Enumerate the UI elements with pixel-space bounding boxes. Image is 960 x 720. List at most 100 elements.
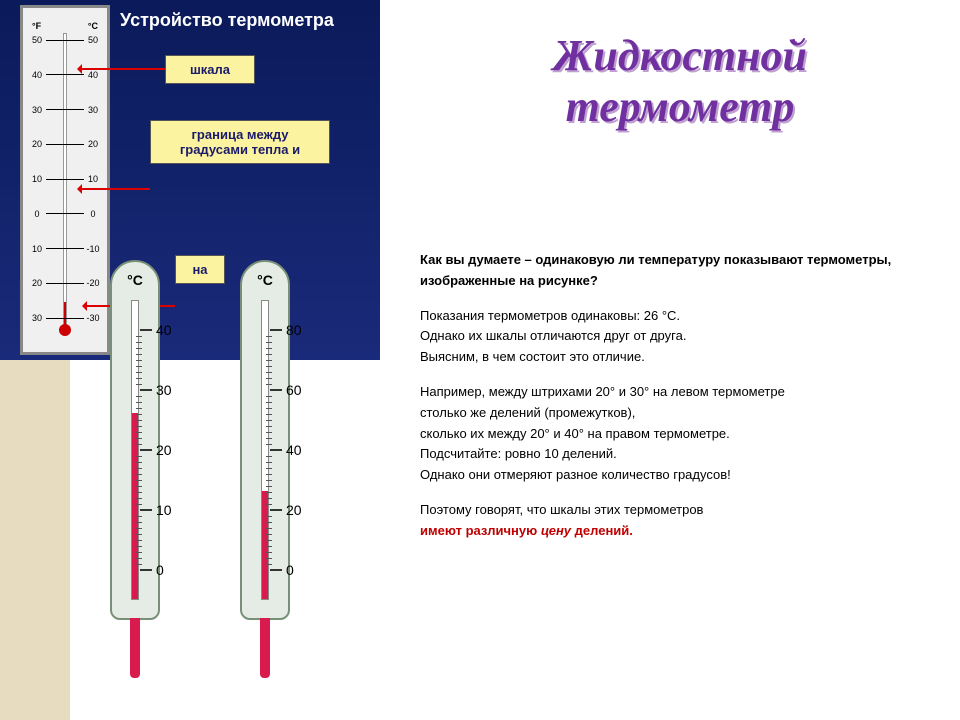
tick-row: 4040 bbox=[30, 70, 100, 80]
tick-minor bbox=[266, 438, 272, 439]
arrow-scale bbox=[80, 68, 165, 70]
tick-minor bbox=[136, 336, 142, 337]
tick-minor bbox=[136, 468, 142, 469]
example-block: Например, между штрихами 20° и 30° на ле… bbox=[420, 382, 940, 486]
tick-minor bbox=[136, 546, 142, 547]
tick-minor bbox=[136, 492, 142, 493]
b3: сколько их между 20° и 40° на правом тер… bbox=[420, 426, 730, 441]
tick-minor bbox=[136, 486, 142, 487]
c2c: делений. bbox=[571, 523, 633, 538]
thermo-stem bbox=[130, 618, 140, 678]
tick-minor bbox=[136, 522, 142, 523]
thermometer-right: °C 806040200 bbox=[230, 260, 300, 660]
tick-minor bbox=[266, 558, 272, 559]
tick-minor bbox=[266, 552, 272, 553]
tick-minor bbox=[266, 546, 272, 547]
tick-minor bbox=[136, 402, 142, 403]
tick-minor bbox=[266, 564, 272, 565]
c1: Поэтому говорят, что шкалы этих термомет… bbox=[420, 502, 703, 517]
label-boundary: граница между градусами тепла и bbox=[150, 120, 330, 164]
b1: Например, между штрихами 20° и 30° на ле… bbox=[420, 384, 785, 399]
b2: столько же делений (промежутков), bbox=[420, 405, 635, 420]
c2b: цену bbox=[541, 523, 571, 538]
tick-minor bbox=[266, 420, 272, 421]
tick-major: 0 bbox=[270, 562, 294, 578]
tick-minor bbox=[136, 498, 142, 499]
tick-minor bbox=[266, 486, 272, 487]
tick-major: 20 bbox=[270, 502, 302, 518]
tick-minor bbox=[136, 426, 142, 427]
tick-minor bbox=[266, 402, 272, 403]
thermo-fill bbox=[262, 491, 268, 599]
tick-minor bbox=[266, 408, 272, 409]
tick-minor bbox=[266, 414, 272, 415]
c2a: имеют различную bbox=[420, 523, 541, 538]
tick-minor bbox=[266, 468, 272, 469]
panel-title: Устройство термометра bbox=[120, 10, 334, 31]
tick-major: 80 bbox=[270, 322, 302, 338]
tick-minor bbox=[136, 360, 142, 361]
unit-c: °C bbox=[88, 21, 98, 31]
thermometer-pair: °C 403020100 °C 806040200 bbox=[100, 260, 300, 660]
question: Как вы думаете – одинаковую ли температу… bbox=[420, 250, 940, 292]
tick-minor bbox=[266, 456, 272, 457]
thermo-fill bbox=[132, 413, 138, 599]
a1: Показания термометров одинаковы: 26 °C. bbox=[420, 308, 680, 323]
tick-minor bbox=[136, 342, 142, 343]
tick-row: 2020 bbox=[30, 139, 100, 149]
tick-minor bbox=[266, 354, 272, 355]
tick-minor bbox=[266, 396, 272, 397]
tick-minor bbox=[266, 366, 272, 367]
tick-minor bbox=[266, 426, 272, 427]
tick-minor bbox=[136, 552, 142, 553]
thermo-ticks: 403020100 bbox=[140, 300, 170, 600]
tick-minor bbox=[266, 498, 272, 499]
a2: Однако их шкалы отличаются друг от друга… bbox=[420, 328, 686, 343]
tick-minor bbox=[266, 444, 272, 445]
tick-minor bbox=[136, 378, 142, 379]
thermo-tube bbox=[131, 300, 139, 600]
a3: Выясним, в чем состоит это отличие. bbox=[420, 349, 645, 364]
tick-minor bbox=[136, 420, 142, 421]
tick-minor bbox=[136, 444, 142, 445]
tick-minor bbox=[136, 354, 142, 355]
thermo-ticks: 80 60 40 20 0 bbox=[270, 300, 300, 600]
tick-minor bbox=[136, 474, 142, 475]
tick-minor bbox=[136, 432, 142, 433]
unit-f: °F bbox=[32, 21, 41, 31]
tick-minor bbox=[266, 540, 272, 541]
tick-minor bbox=[136, 540, 142, 541]
tick-row: 1010 bbox=[30, 174, 100, 184]
tick-minor bbox=[136, 396, 142, 397]
tick-major: 40 bbox=[140, 322, 172, 338]
tick-minor bbox=[136, 516, 142, 517]
answer-block: Показания термометров одинаковы: 26 °C. … bbox=[420, 306, 940, 368]
conclusion: Поэтому говорят, что шкалы этих термомет… bbox=[420, 500, 940, 542]
thermo-tube bbox=[261, 300, 269, 600]
thermo-unit: °C bbox=[127, 272, 143, 288]
tick-minor bbox=[266, 342, 272, 343]
tick-major: 40 bbox=[270, 442, 302, 458]
tick-minor bbox=[266, 348, 272, 349]
tick-minor bbox=[266, 384, 272, 385]
tick-minor bbox=[266, 462, 272, 463]
tick-minor bbox=[136, 564, 142, 565]
b5: Однако они отмеряют разное количество гр… bbox=[420, 467, 731, 482]
tick-minor bbox=[266, 504, 272, 505]
tick-major: 30 bbox=[140, 382, 172, 398]
tick-minor bbox=[136, 528, 142, 529]
tick-major: 60 bbox=[270, 382, 302, 398]
tick-minor bbox=[136, 408, 142, 409]
tick-minor bbox=[136, 462, 142, 463]
tick-minor bbox=[136, 534, 142, 535]
label-scale: шкала bbox=[165, 55, 255, 84]
thermometer-left: °C 403020100 bbox=[100, 260, 170, 660]
tick-minor bbox=[266, 372, 272, 373]
tick-row: 00 bbox=[30, 209, 100, 219]
tick-major: 20 bbox=[140, 442, 172, 458]
tick-minor bbox=[266, 534, 272, 535]
tick-minor bbox=[266, 480, 272, 481]
tick-minor bbox=[136, 348, 142, 349]
tick-major: 0 bbox=[140, 562, 164, 578]
main-title: Жидкостной термометр bbox=[420, 30, 940, 132]
